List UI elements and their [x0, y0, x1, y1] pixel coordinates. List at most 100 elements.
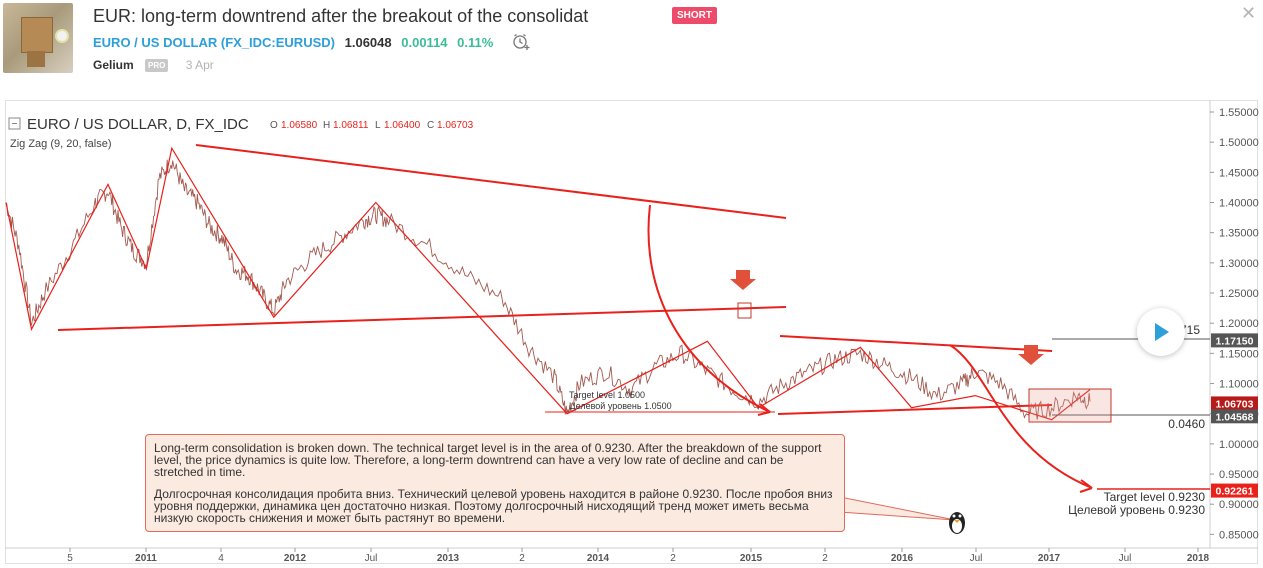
consolidation-bottom-line[interactable]	[777, 404, 1053, 415]
target2-level-label: Target level 0.9230	[1104, 490, 1206, 504]
price-change-percent: 0.11%	[457, 35, 494, 50]
price-tag-label: 1.17150	[1216, 335, 1254, 347]
x-tick-label: 5	[67, 553, 73, 564]
last-price: 1.06048	[344, 35, 392, 50]
price-series-line	[5, 159, 1091, 420]
target2-level-label-ru: Целевой уровень 0.9230	[1068, 503, 1205, 517]
price-tag	[1211, 333, 1258, 348]
play-button[interactable]	[1137, 308, 1185, 356]
x-tick-label: 2	[822, 553, 828, 564]
indicator-label[interactable]: Zig Zag (9, 20, false)	[10, 138, 112, 150]
symbol-paren-open: (	[217, 35, 226, 50]
target-text-left: Target level 1.0500 Целевой уровень 1.05…	[569, 390, 672, 411]
upper-resistance-line[interactable]	[195, 144, 787, 219]
y-tick-label: 1.35000	[1219, 228, 1259, 240]
breakdown-marker-box[interactable]	[737, 302, 752, 319]
publish-date: 3 Apr	[185, 58, 214, 72]
alarm-clock-icon[interactable]	[512, 33, 530, 51]
x-tick-label: Jul	[365, 553, 378, 564]
price-tag-label: 0.92261	[1216, 486, 1254, 498]
symbol-line: EURO / US DOLLAR (FX_IDC:EURUSD) 1.06048…	[93, 35, 493, 50]
avatar-flower	[55, 29, 69, 43]
range-label-0460: 0.0460	[1168, 417, 1205, 431]
x-tick-label: 2014	[587, 553, 610, 564]
y-tick-label: 0.95000	[1219, 469, 1259, 481]
y-tick-label: 1.40000	[1219, 198, 1259, 210]
x-tick-label: 2	[670, 553, 676, 564]
play-icon	[1155, 323, 1169, 341]
legend-o-label: O	[270, 120, 278, 131]
x-tick-label: Jul	[1119, 553, 1132, 564]
symbol-code[interactable]: FX_IDC:EURUSD	[225, 35, 331, 50]
y-tick-label: 1.25000	[1219, 288, 1259, 300]
price-tag-label: 1.04568	[1216, 411, 1254, 423]
x-tick-label: 4	[218, 553, 224, 564]
x-tick-label: 2015	[740, 553, 763, 564]
x-tick-label: 2012	[284, 553, 307, 564]
legend-l-label: L	[375, 120, 381, 131]
y-tick-label: 0.90000	[1219, 499, 1259, 511]
author-name[interactable]: Gelium	[93, 58, 134, 72]
legend-high: 1.06811	[333, 120, 369, 131]
legend-open: 1.06580	[281, 120, 318, 131]
projection-arc-2016[interactable]	[949, 344, 1093, 489]
short-badge: SHORT	[672, 7, 717, 24]
pro-badge: PRO	[145, 59, 169, 72]
lower-support-line[interactable]	[57, 306, 787, 331]
avatar-figure-head	[21, 17, 53, 53]
x-tick-label: 2018	[1187, 553, 1210, 564]
y-tick-label: 1.55000	[1219, 107, 1259, 119]
arrow-down-icon	[1018, 345, 1044, 365]
legend-h-label: H	[323, 120, 330, 131]
time-axis: 5 2011 4 2012 Jul 2013 2 2014 2 2015 2 2016 Jul 2017 J…	[67, 548, 1210, 564]
idea-title[interactable]: EUR: long-term downtrend after the break…	[93, 6, 589, 26]
symbol-paren-close: )	[330, 35, 335, 50]
y-tick-label: 1.15000	[1219, 348, 1259, 360]
y-tick-label: 1.50000	[1219, 137, 1259, 149]
y-tick-label: 0.85000	[1219, 529, 1259, 541]
price-change: 0.00114	[401, 35, 448, 50]
x-tick-label: 2011	[135, 553, 157, 564]
price-tag	[1211, 396, 1258, 411]
idea-header: EUR: long-term downtrend after the break…	[0, 0, 1263, 95]
target-level-label: Target level 1.0500	[569, 390, 645, 400]
x-tick-label: 2016	[891, 553, 914, 564]
price-tag	[1211, 409, 1258, 424]
x-tick-label: 2017	[1038, 553, 1061, 564]
target-text-right: Target level 0.9230 Целевой уровень 0.92…	[1068, 323, 1205, 517]
chart-container[interactable]	[5, 100, 1258, 564]
y-tick-label: 1.30000	[1219, 258, 1259, 270]
consolidation-top-line[interactable]	[779, 335, 1053, 352]
author-line: Gelium PRO 3 Apr	[93, 58, 214, 72]
legend-symbol[interactable]: EURO / US DOLLAR, D, FX_IDC	[27, 116, 249, 133]
range-label-715: 715	[1180, 323, 1200, 337]
y-tick-label: 1.10000	[1219, 379, 1259, 391]
note-english: Long-term consolidation is broken down. …	[154, 441, 822, 479]
y-tick-label: 1.20000	[1219, 318, 1259, 330]
target-level-label-ru: Целевой уровень 1.0500	[569, 401, 672, 411]
projection-arc-2014[interactable]	[647, 204, 771, 413]
arrow-down-icon	[730, 270, 756, 290]
y-tick-label: 1.00000	[1219, 439, 1259, 451]
x-tick-label: 2013	[437, 553, 460, 564]
avatar-figure-body	[27, 51, 45, 67]
price-tag	[1211, 483, 1258, 498]
symbol-name[interactable]: EURO / US DOLLAR	[93, 35, 218, 50]
note-russian: Долгосрочная консолидация пробита вниз. …	[154, 487, 833, 525]
price-tag-label: 1.06703	[1216, 398, 1254, 410]
projection-arrowhead-2016	[1079, 479, 1093, 493]
zigzag-series-layer	[5, 146, 1091, 421]
close-icon[interactable]: ✕	[1241, 3, 1257, 23]
x-tick-label: 2	[519, 553, 525, 564]
projection-arrowhead-2014	[757, 403, 771, 416]
current-zone-box[interactable]	[1028, 388, 1112, 423]
chart-legend: EURO / US DOLLAR, D, FX_IDC O 1.06580 H …	[8, 116, 474, 150]
legend-c-label: C	[427, 120, 434, 131]
idea-note-callout[interactable]: Long-term consolidation is broken down. …	[145, 434, 845, 532]
price-series-layer	[5, 159, 1091, 420]
collapse-legend-icon[interactable]	[8, 117, 21, 130]
author-avatar[interactable]	[3, 3, 73, 73]
x-tick-label: Jul	[970, 553, 983, 564]
